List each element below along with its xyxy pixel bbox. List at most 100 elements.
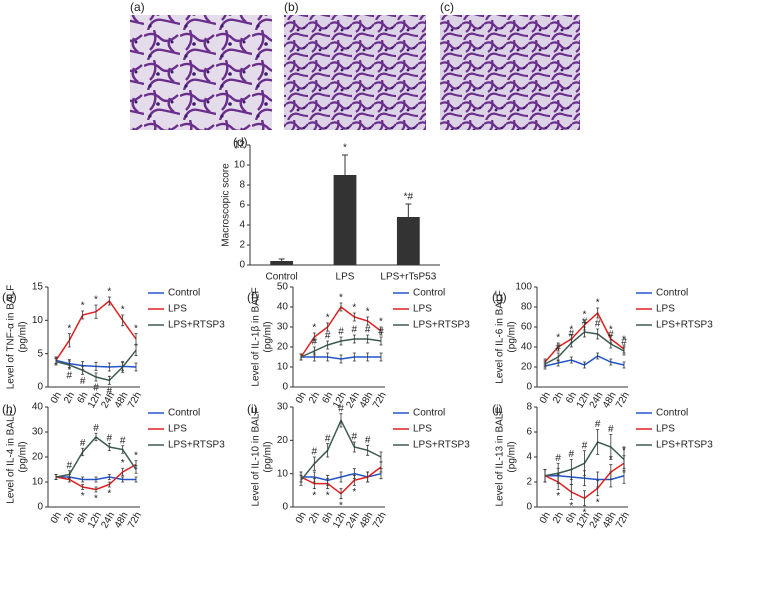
x-tick-label: LPS [336,272,355,283]
error-bar [107,474,111,480]
significance-mark: # [67,460,73,471]
error-bar [134,465,138,474]
error-bar [312,478,316,490]
y-tick-label: 20 [521,362,533,373]
error-bar [596,480,600,497]
legend-label: LPS+RTSP3 [168,320,225,331]
significance-mark: # [621,337,627,348]
significance-mark: # [582,440,588,451]
histology-image [130,15,272,130]
significance-mark: * [339,293,343,304]
panel-label: (f) [247,290,258,304]
x-tick-label: 2h [62,510,77,525]
significance-mark: # [569,329,575,340]
error-bar [134,333,138,345]
y-tick-label: 40 [32,402,44,413]
x-tick-label: 0h [294,390,309,405]
error-bar [342,154,348,175]
panel-label: (d) [233,135,248,149]
significance-mark: * [107,287,111,298]
significance-mark: # [312,447,318,458]
error-bar [54,474,58,480]
error-bar [366,471,370,483]
significance-mark: # [325,331,331,342]
error-bar [326,340,330,350]
error-bar [583,326,586,338]
error-bar [583,490,586,507]
bar [270,261,294,265]
error-bar [94,304,98,319]
y-tick-label: 30 [277,402,289,413]
error-bar [622,446,626,473]
y-tick-label: 0 [526,382,532,393]
panel-label: (j) [492,402,503,416]
significance-mark: * [312,323,316,334]
significance-mark: * [379,317,383,328]
significance-mark: * [326,490,330,501]
error-bar [94,361,98,371]
y-tick-label: 40 [277,302,289,313]
error-bar [67,360,71,370]
error-bar [596,429,600,455]
y-axis-unit: (pg/ml) [263,321,274,352]
significance-mark: # [608,424,614,435]
legend-label: Control [656,408,688,419]
error-bar [81,484,85,490]
y-tick-label: 2 [239,240,245,251]
error-bar [609,464,613,480]
legend-label: LPS [168,424,187,435]
significance-mark: * [81,491,85,502]
error-bar [596,328,600,340]
panel-label: (g) [492,290,507,304]
y-tick-label: 0 [239,260,245,271]
y-tick-label: 4 [239,220,245,231]
error-bar [556,462,560,484]
y-axis-label: Level of IL-4 in BALF [6,410,17,503]
y-axis-unit: (pg/ml) [18,441,29,472]
significance-mark: # [80,376,86,387]
panel-label: (a) [130,0,145,14]
y-tick-label: 12 [234,140,246,151]
error-bar [94,432,98,442]
error-bar [622,361,626,369]
significance-mark: # [80,438,86,449]
error-bar [366,316,370,326]
error-bar [326,322,330,332]
error-bar [583,450,586,477]
error-bar [379,451,383,463]
legend-label: LPS [413,424,432,435]
x-tick-label: 0h [538,390,553,405]
error-bar [94,372,98,382]
significance-mark: # [569,449,575,460]
error-bar [543,469,547,483]
y-tick-label: 6 [526,427,532,438]
x-tick-label: 6h [75,390,90,405]
significance-mark: # [93,423,99,434]
error-bar [609,358,613,366]
y-axis-unit: (pg/ml) [507,441,518,472]
error-bar [134,344,138,357]
y-tick-label: 100 [515,282,532,293]
y-tick-label: 0 [282,382,288,393]
significance-mark: # [595,319,601,330]
y-tick-label: 10 [32,477,44,488]
error-bar [609,339,613,349]
error-bar [339,336,343,346]
error-bar [569,338,573,348]
legend-label: LPS+RTSP3 [413,440,470,451]
y-tick-label: 50 [277,282,289,293]
x-tick-label: 6h [564,510,579,525]
significance-mark: # [120,435,126,446]
error-bar [94,476,98,483]
significance-mark: * [339,500,343,511]
significance-mark: # [338,403,344,414]
bar [333,175,357,265]
y-axis-label: Level of IL-10 in BALF [251,408,262,507]
legend-label: LPS [656,424,675,435]
significance-mark: * [609,325,613,336]
significance-mark: *# [404,192,414,203]
x-tick-label: 2h [551,390,566,405]
legend-label: LPS [168,304,187,315]
significance-mark: * [343,143,347,154]
